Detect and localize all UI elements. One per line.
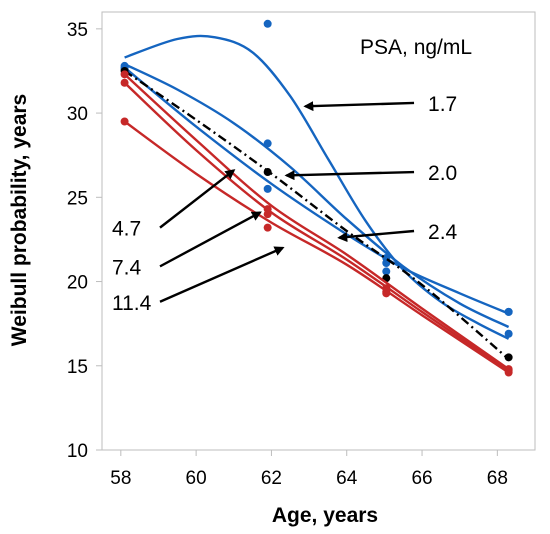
series-mean-group (120, 66, 513, 362)
annotation-11-4: 11.4 (112, 246, 285, 315)
y-axis-title: Weibull probability, years (8, 94, 31, 346)
y-tick-label: 35 (67, 20, 88, 41)
series-line (124, 63, 510, 329)
y-tick-label: 10 (67, 441, 88, 462)
data-point (263, 223, 272, 232)
x-axis: 58 60 62 64 66 68 (110, 450, 508, 489)
data-point (263, 184, 272, 193)
x-tick-label: 66 (411, 468, 432, 489)
series-line (123, 120, 510, 374)
x-tick-label: 64 (336, 468, 358, 489)
series-line (123, 73, 510, 371)
series-11-4-group (120, 117, 513, 377)
x-tick-label: 62 (261, 468, 282, 489)
data-point (504, 368, 513, 377)
data-point (120, 117, 129, 126)
annotation-label: 1.7 (428, 93, 457, 116)
annotation-label: 2.4 (428, 221, 458, 244)
plot-area-border (101, 11, 536, 451)
annotation-arrow (159, 246, 285, 303)
x-axis-title: Age, years (272, 504, 378, 527)
series-line (123, 70, 510, 360)
data-point (263, 168, 272, 177)
series-layer (120, 19, 513, 377)
annotation-2-4: 2.4 (337, 221, 458, 244)
data-point (382, 267, 391, 276)
annotation-arrow (284, 170, 415, 181)
y-axis: 10 15 20 25 30 35 (67, 20, 102, 462)
y-tick-label: 15 (67, 357, 88, 378)
data-point (263, 19, 272, 28)
annotation-1-7: 1.7 (303, 93, 457, 116)
annotation-label: 2.0 (428, 162, 457, 185)
data-point (504, 329, 513, 338)
y-tick-label: 25 (67, 188, 88, 209)
x-tick-label: 60 (186, 468, 207, 489)
series-line (123, 66, 510, 315)
data-point (504, 353, 513, 362)
annotation-4-7: 4.7 (112, 169, 236, 241)
annotation-arrow (303, 101, 415, 112)
data-point (120, 78, 129, 87)
annotation-layer: 1.7 2.0 2.4 4.7 7.4 11.4 (112, 93, 458, 315)
annotation-arrow (337, 229, 415, 243)
legend-title: PSA, ng/mL (360, 36, 472, 59)
annotation-label: 4.7 (112, 218, 141, 241)
annotation-label: 7.4 (112, 256, 142, 279)
annotation-2-0: 2.0 (284, 162, 457, 185)
x-tick-label: 58 (110, 468, 131, 489)
data-point (120, 70, 129, 79)
data-point (263, 139, 272, 148)
annotation-arrow (159, 211, 262, 268)
series-line (124, 34, 510, 340)
y-tick-label: 30 (67, 104, 88, 125)
annotation-label: 11.4 (112, 292, 152, 315)
plot-frame (101, 11, 536, 451)
x-tick-label: 68 (487, 468, 508, 489)
annotation-arrow (159, 169, 236, 229)
series-line (123, 81, 510, 372)
data-point (382, 289, 391, 298)
annotation-7-4: 7.4 (112, 211, 262, 279)
data-point (263, 210, 272, 219)
data-point (504, 307, 513, 316)
y-tick-label: 20 (67, 273, 88, 294)
